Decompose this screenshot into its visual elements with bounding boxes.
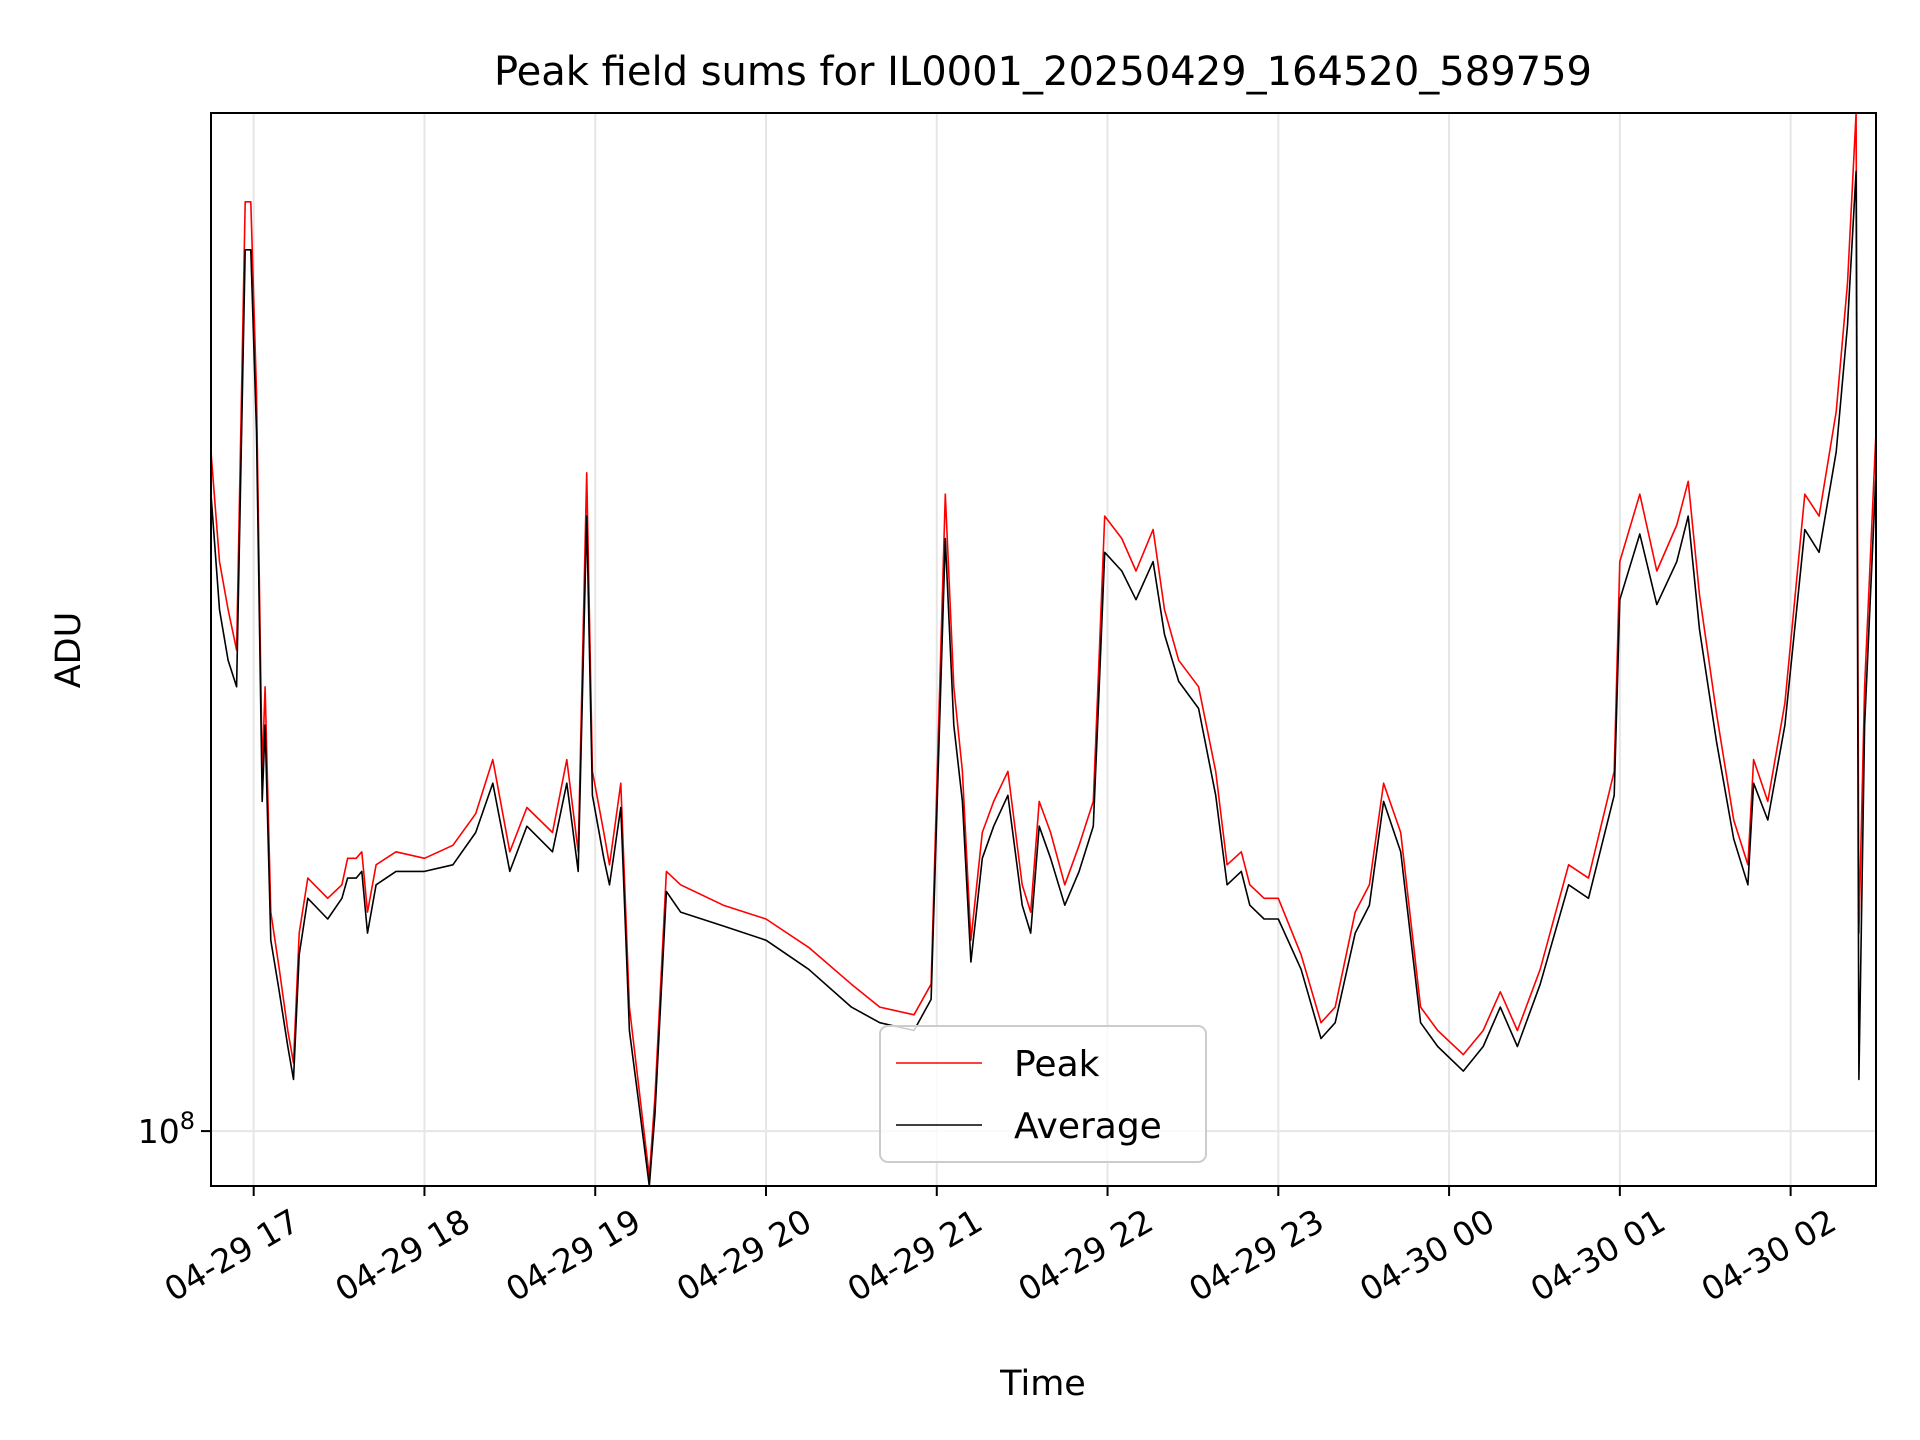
legend: Peak Average xyxy=(879,1025,1207,1163)
series-lines xyxy=(210,112,1877,1187)
series-line-peak xyxy=(210,112,1877,1178)
y-axis-label: ADU xyxy=(49,612,89,689)
legend-box xyxy=(879,1025,1207,1163)
y-axis-ticks: 108 xyxy=(138,1107,211,1151)
x-axis-label: Time xyxy=(999,1364,1086,1404)
legend-label-peak: Peak xyxy=(1014,1044,1100,1085)
plot-frame xyxy=(210,112,1877,1187)
series-line-average xyxy=(210,170,1877,1187)
y-tick-label: 108 xyxy=(138,1107,195,1151)
legend-label-average: Average xyxy=(1014,1106,1162,1147)
chart-title: Peak field sums for IL0001_20250429_1645… xyxy=(494,49,1592,95)
